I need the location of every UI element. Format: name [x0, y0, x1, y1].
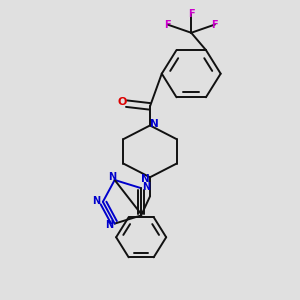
Text: N: N [92, 196, 101, 206]
Text: N: N [150, 119, 159, 129]
Text: N: N [141, 174, 150, 184]
Text: N: N [142, 182, 151, 192]
Text: O: O [117, 97, 126, 107]
Text: N: N [108, 172, 116, 182]
Text: F: F [188, 9, 194, 19]
Text: F: F [164, 20, 171, 30]
Text: N: N [105, 220, 113, 230]
Text: F: F [212, 20, 218, 30]
